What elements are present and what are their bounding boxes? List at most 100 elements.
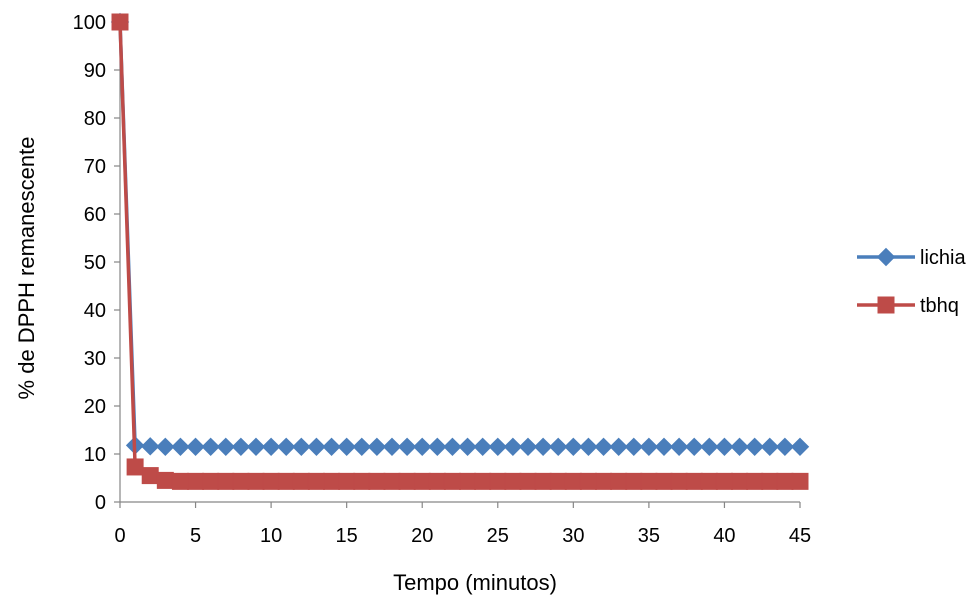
data-point-tbhq	[383, 472, 401, 490]
data-point-lichia	[760, 437, 779, 457]
data-point-lichia	[397, 437, 417, 457]
x-tick-label: 20	[411, 525, 433, 547]
data-point-lichia	[458, 437, 477, 457]
data-point-tbhq	[504, 472, 522, 490]
data-point-lichia	[307, 437, 326, 457]
data-point-lichia	[216, 437, 235, 457]
series-tbhq	[111, 13, 809, 490]
data-point-lichia	[654, 437, 674, 457]
legend-item-lichia: lichia	[857, 247, 966, 269]
data-point-lichia	[745, 437, 764, 457]
x-tick-label: 5	[190, 525, 201, 547]
data-point-lichia	[367, 437, 387, 457]
data-point-tbhq	[171, 472, 189, 490]
x-tick-label: 10	[260, 525, 282, 547]
series-line-lichia	[118, 21, 800, 449]
legend-item-tbhq: tbhq	[857, 295, 959, 317]
data-point-lichia	[443, 437, 462, 457]
data-point-tbhq	[564, 472, 582, 490]
x-tick-label: 0	[114, 525, 125, 547]
data-point-lichia	[292, 437, 311, 457]
data-point-lichia	[413, 437, 432, 457]
data-point-lichia	[669, 437, 689, 457]
data-point-tbhq	[579, 472, 597, 490]
legend-marker-tbhq	[877, 296, 895, 314]
data-point-tbhq	[625, 472, 643, 490]
series-layer	[110, 12, 810, 490]
data-point-lichia	[201, 437, 220, 457]
series-line-tbhq	[118, 21, 800, 484]
data-point-tbhq	[731, 472, 749, 490]
data-point-tbhq	[474, 472, 492, 490]
data-point-tbhq	[413, 472, 431, 490]
data-point-lichia	[231, 437, 251, 457]
data-point-lichia	[730, 437, 749, 457]
data-point-lichia	[382, 437, 402, 457]
data-point-tbhq	[307, 472, 325, 490]
y-tick-label: 70	[84, 156, 106, 178]
data-point-tbhq	[776, 472, 794, 490]
data-point-lichia	[322, 437, 341, 457]
data-point-lichia	[277, 437, 296, 457]
data-point-lichia	[775, 437, 795, 457]
legend-marker-lichia	[876, 247, 896, 267]
data-point-tbhq	[549, 472, 567, 490]
data-point-lichia	[141, 437, 160, 456]
data-point-lichia	[715, 437, 734, 457]
data-point-tbhq	[368, 472, 386, 490]
y-tick-label: 20	[84, 396, 106, 418]
data-point-lichia	[533, 437, 553, 457]
data-point-tbhq	[232, 472, 250, 490]
axes: 0 10 20 30 40 50 60 70 80 90 100 0 5 10 15 20 25 30 35 40 45	[73, 12, 812, 547]
x-tick-label: 15	[336, 525, 358, 547]
data-point-tbhq	[156, 471, 174, 489]
data-point-tbhq	[489, 472, 507, 490]
data-point-tbhq	[700, 472, 718, 490]
data-point-lichia	[171, 437, 190, 457]
data-point-tbhq	[111, 13, 129, 31]
data-point-lichia	[156, 437, 175, 457]
x-axis-title: Tempo (minutos)	[393, 570, 557, 595]
data-point-lichia	[564, 437, 583, 457]
legend-label-lichia: lichia	[920, 247, 966, 269]
data-point-tbhq	[443, 472, 461, 490]
data-point-tbhq	[141, 467, 159, 485]
data-point-lichia	[790, 437, 810, 457]
y-tick-label: 10	[84, 444, 106, 466]
data-point-lichia	[579, 437, 598, 457]
data-point-tbhq	[292, 472, 310, 490]
data-point-lichia	[700, 437, 719, 457]
data-point-tbhq	[791, 472, 809, 490]
data-point-tbhq	[715, 472, 733, 490]
data-point-lichia	[488, 437, 507, 457]
y-tick-label: 80	[84, 108, 106, 130]
data-point-lichia	[624, 437, 643, 457]
data-point-tbhq	[655, 472, 673, 490]
data-point-tbhq	[428, 472, 446, 490]
y-tick-label: 40	[84, 300, 106, 322]
data-point-tbhq	[398, 472, 416, 490]
data-point-lichia	[428, 437, 447, 457]
data-point-tbhq	[685, 472, 703, 490]
series-lichia	[110, 12, 810, 457]
x-tick-label: 35	[638, 525, 660, 547]
data-point-tbhq	[323, 472, 341, 490]
data-point-tbhq	[262, 472, 280, 490]
data-point-lichia	[594, 437, 613, 457]
data-point-tbhq	[126, 458, 144, 476]
data-point-tbhq	[338, 472, 356, 490]
data-point-tbhq	[519, 472, 537, 490]
data-point-lichia	[352, 437, 371, 457]
data-point-tbhq	[202, 472, 220, 490]
data-point-tbhq	[595, 472, 613, 490]
data-point-tbhq	[187, 472, 205, 490]
data-point-lichia	[246, 437, 266, 457]
data-point-tbhq	[746, 472, 764, 490]
data-point-tbhq	[277, 472, 295, 490]
y-tick-label: 90	[84, 60, 106, 82]
data-point-lichia	[186, 437, 205, 457]
data-point-tbhq	[640, 472, 658, 490]
x-tick-label: 45	[789, 525, 811, 547]
x-tick-label: 30	[562, 525, 584, 547]
y-tick-label: 50	[84, 252, 106, 274]
